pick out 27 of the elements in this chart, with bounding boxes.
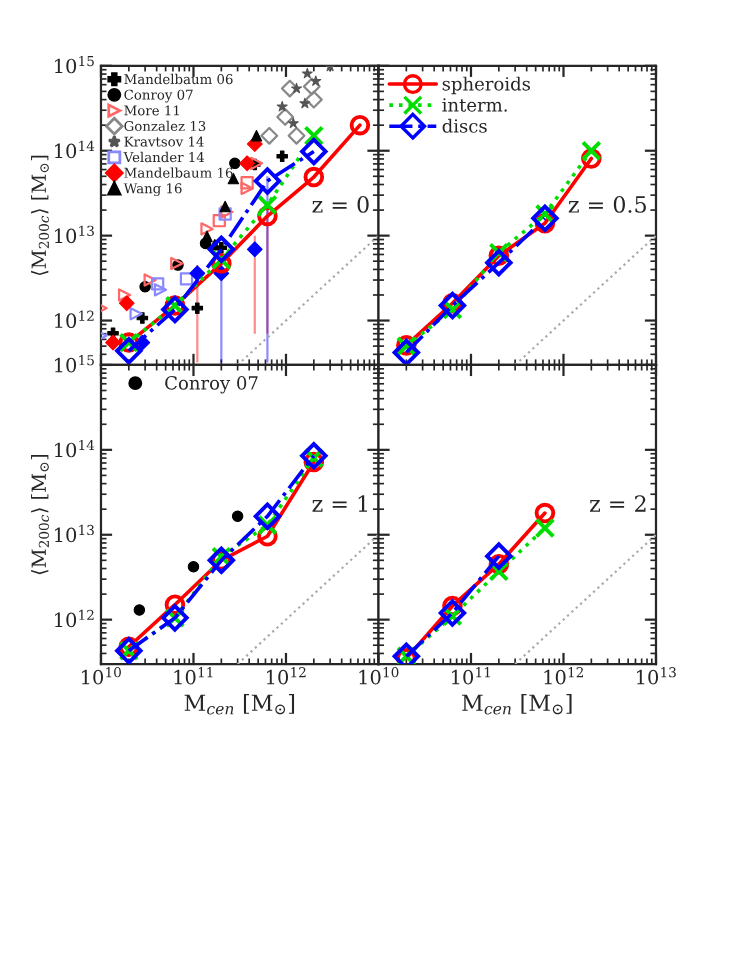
y-tick-label: 10$^{15}$: [55, 55, 94, 74]
annotation: z = 0.5: [568, 196, 646, 213]
legend-label: discs: [442, 118, 487, 133]
x-tick-label: 10$^{12}$: [266, 667, 306, 685]
legend-label: spheroids: [442, 76, 530, 95]
annotation: z = 2: [589, 495, 646, 512]
x-axis-title: M$_{cen}$ [M$_{⊙}$]: [462, 693, 572, 715]
x-tick-label: 10$^{10}$: [81, 667, 121, 685]
y-tick-label: 10$^{12}$: [55, 310, 94, 329]
y-tick-label: 10$^{15}$: [55, 355, 94, 373]
annotation: z = 0: [312, 196, 369, 213]
legend-label: Conroy 07: [165, 376, 258, 394]
y-tick-label: 10$^{13}$: [55, 524, 94, 543]
y-axis-title: ⟨M$_{200c}$⟩ [M$_{⊙}$]: [31, 454, 50, 575]
y-tick-label: 10$^{13}$: [55, 225, 94, 244]
legend-label: interm.: [442, 98, 507, 112]
y-tick-label: 10$^{14}$: [55, 439, 95, 458]
x-axis-title: M$_{cen}$ [M$_{⊙}$]: [184, 693, 295, 715]
y-axis-title: ⟨M$_{200c}$⟩ [M$_{⊙}$]: [31, 155, 50, 276]
x-tick-label: 10$^{11}$: [451, 667, 490, 685]
y-tick-label: 10$^{14}$: [55, 140, 95, 159]
x-tick-label: 10$^{13}$: [636, 667, 676, 685]
x-tick-label: 10$^{10}$: [359, 667, 399, 685]
annotation: z = 1: [312, 495, 368, 512]
y-tick-label: 10$^{12}$: [55, 609, 94, 628]
x-tick-label: 10$^{11}$: [174, 667, 213, 685]
x-tick-label: 10$^{12}$: [544, 667, 584, 685]
